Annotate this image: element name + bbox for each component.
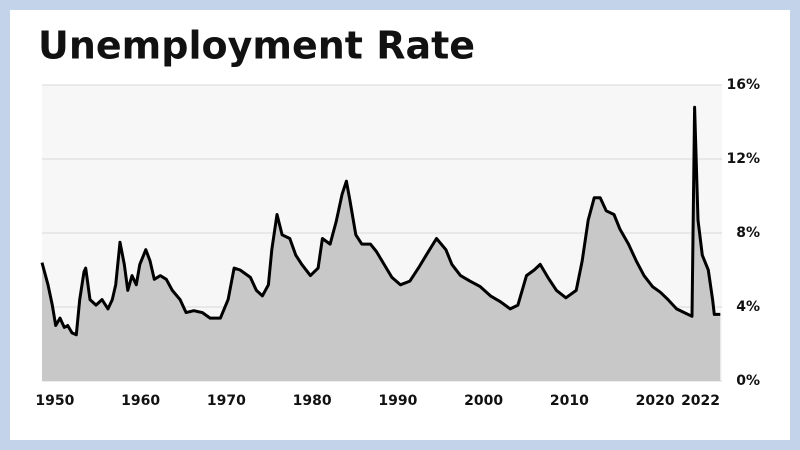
x-tick-label: 1980 bbox=[293, 393, 332, 409]
x-tick-label: 1990 bbox=[378, 393, 417, 409]
area bbox=[42, 107, 721, 381]
y-tick-label: 8% bbox=[736, 225, 760, 241]
y-tick-label: 4% bbox=[736, 299, 760, 315]
chart-title: Unemployment Rate bbox=[38, 24, 475, 68]
x-tick-label: 2010 bbox=[550, 393, 589, 409]
y-tick-label: 16% bbox=[726, 77, 760, 93]
x-tick-label: 1960 bbox=[121, 393, 160, 409]
x-tick-label: 2000 bbox=[464, 393, 503, 409]
y-tick-label: 12% bbox=[726, 151, 760, 167]
x-tick-label: 1950 bbox=[35, 393, 74, 409]
y-tick-label: 0% bbox=[736, 373, 760, 389]
x-tick-label: 2022 bbox=[681, 393, 720, 409]
line bbox=[40, 105, 721, 337]
x-tick-label: 2020 bbox=[636, 393, 675, 409]
x-tick-label: 1970 bbox=[207, 393, 246, 409]
